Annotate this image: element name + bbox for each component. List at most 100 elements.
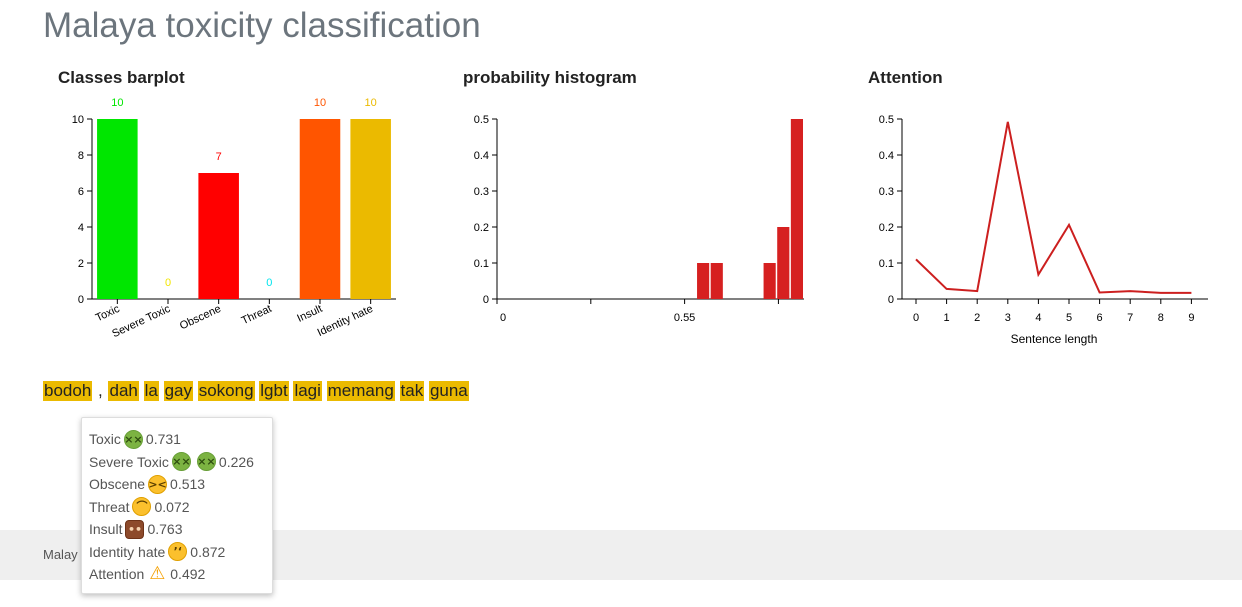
bar-y-tick-label: 6 xyxy=(78,186,84,198)
tooltip-label: Severe Toxic xyxy=(89,453,169,470)
tooltip-value: 0.513 xyxy=(170,476,206,493)
warning-icon: ⚠ xyxy=(149,563,166,585)
sentence-token[interactable]: memang xyxy=(326,381,395,401)
hist-y-tick-label: 0.3 xyxy=(474,186,489,198)
sentence-token[interactable]: gay xyxy=(163,381,193,401)
att-y-tick-label: 0 xyxy=(888,294,894,306)
sentence-token[interactable]: sokong xyxy=(197,381,255,401)
probability-histogram-title: probability histogram xyxy=(463,68,637,87)
sentence-token[interactable]: la xyxy=(143,381,159,401)
att-x-tick-label: 8 xyxy=(1158,312,1164,324)
bar-value-label: 7 xyxy=(216,151,222,163)
bar-x-tick-label: Threat xyxy=(240,303,274,327)
tooltip-label: Identity hate xyxy=(89,543,166,560)
attention-series-line xyxy=(915,121,1192,294)
hist-y-tick-label: 0.2 xyxy=(474,222,489,234)
tooltip-row-severe-toxic: Severe Toxic ×× ×× 0.226 xyxy=(89,451,272,474)
hist-y-tick-label: 0.1 xyxy=(474,258,489,270)
hist-bar xyxy=(790,119,803,299)
sentence-token[interactable]: lgbt xyxy=(259,381,289,401)
tooltip-label: Threat xyxy=(89,498,130,515)
hist-y-tick-label: 0 xyxy=(483,294,489,306)
tooltip-row-attention: Attention ⚠ 0.492 xyxy=(89,563,272,586)
att-y-tick-label: 0.4 xyxy=(879,150,894,162)
att-x-tick-label: 9 xyxy=(1188,312,1194,324)
bar-x-tick-label: Toxic xyxy=(94,303,122,325)
bar-obscene xyxy=(198,173,239,299)
bar-identity-hate xyxy=(350,119,391,299)
nauseated-face-icon: ×× xyxy=(196,452,216,472)
sentence-tokens: bodoh , dah la gay sokong lgbt lagi mema… xyxy=(43,381,469,401)
att-x-tick-label: 7 xyxy=(1127,312,1133,324)
bar-insult xyxy=(299,119,341,299)
tooltip-label: Insult xyxy=(89,521,123,538)
probability-histogram: 0 0.1 0.2 0.3 0.4 0.5 0 0.55 xyxy=(474,114,804,324)
boar-icon: •• xyxy=(125,519,145,539)
classes-barplot: 0 2 4 6 8 10 10 Toxic 0 Severe Toxic 7 Obscene 0 Thre… xyxy=(72,97,396,341)
sentence-token[interactable]: , xyxy=(98,381,103,400)
crying-face-icon: ’‘ xyxy=(168,542,188,562)
bar-x-tick-label: Insult xyxy=(295,303,324,325)
tooltip-row-toxic: Toxic ×× 0.731 xyxy=(89,428,272,451)
classes-barplot-title: Classes barplot xyxy=(58,68,185,87)
nauseated-face-icon: ×× xyxy=(171,452,191,472)
tooltip-value: 0.731 xyxy=(145,431,181,448)
hist-bar xyxy=(697,263,710,299)
hist-x-tick-label: 0 xyxy=(500,312,506,324)
att-y-tick-label: 0.1 xyxy=(879,258,894,270)
tooltip-row-insult: Insult •• 0.763 xyxy=(89,518,272,541)
tooltip-row-obscene: Obscene >< 0.513 xyxy=(89,473,272,496)
tooltip-label: Attention xyxy=(89,566,145,583)
sentence-token[interactable]: tak xyxy=(399,381,425,401)
att-x-tick-label: 5 xyxy=(1066,312,1072,324)
bar-value-label: 0 xyxy=(266,277,272,289)
hist-x-tick-label: 0.55 xyxy=(674,312,695,324)
hist-bar xyxy=(777,227,790,299)
att-x-tick-label: 0 xyxy=(913,312,919,324)
anxious-face-icon: ⌒ xyxy=(132,497,152,517)
sentence-token[interactable]: dah xyxy=(108,381,139,401)
sentence-token[interactable]: guna xyxy=(428,381,469,401)
bar-toxic xyxy=(97,119,138,299)
tooltip-value: 0.763 xyxy=(147,521,183,538)
tooltip-value: 0.492 xyxy=(170,566,206,583)
token-tooltip: Toxic ×× 0.731 Severe Toxic ×× ×× 0.226 Obscene… xyxy=(81,417,273,594)
bar-value-label: 10 xyxy=(314,97,326,109)
hist-bar xyxy=(710,263,723,299)
hist-y-tick-label: 0.5 xyxy=(474,114,489,126)
bar-value-label: 10 xyxy=(365,97,377,109)
tooltip-label: Obscene xyxy=(89,476,146,493)
bar-y-tick-label: 8 xyxy=(78,150,84,162)
tooltip-value: 0.872 xyxy=(190,543,226,560)
tooltip-value: 0.226 xyxy=(218,453,254,470)
bar-x-tick-label: Identity hate xyxy=(316,303,375,339)
att-y-tick-label: 0.2 xyxy=(879,222,894,234)
sentence-token[interactable]: lagi xyxy=(293,381,322,401)
bar-x-tick-label: Severe Toxic xyxy=(110,303,172,341)
att-x-tick-label: 6 xyxy=(1097,312,1103,324)
att-x-tick-label: 1 xyxy=(944,312,950,324)
nauseated-face-icon: ×× xyxy=(123,429,143,449)
att-x-axis-label: Sentence length xyxy=(1011,332,1098,346)
confounded-face-icon: >< xyxy=(148,474,168,494)
tooltip-row-threat: Threat ⌒ 0.072 xyxy=(89,496,272,519)
tooltip-row-identity-hate: Identity hate ’‘ 0.872 xyxy=(89,541,272,564)
bar-x-tick-label: Obscene xyxy=(178,303,223,332)
tooltip-value: 0.072 xyxy=(154,498,190,515)
bar-y-tick-label: 4 xyxy=(78,222,84,234)
att-x-tick-label: 2 xyxy=(974,312,980,324)
footer-text: Malay xyxy=(43,547,78,562)
bar-y-tick-label: 2 xyxy=(78,258,84,270)
hist-bar xyxy=(763,263,776,299)
bar-value-label: 10 xyxy=(111,97,123,109)
hist-y-tick-label: 0.4 xyxy=(474,150,489,162)
att-x-tick-label: 3 xyxy=(1005,312,1011,324)
bar-y-tick-label: 0 xyxy=(78,294,84,306)
page-title: Malaya toxicity classification xyxy=(43,6,481,45)
att-y-tick-label: 0.5 xyxy=(879,114,894,126)
tooltip-label: Toxic xyxy=(89,431,121,448)
sentence-token[interactable]: bodoh xyxy=(43,381,93,401)
bar-y-tick-label: 10 xyxy=(72,114,84,126)
attention-line-chart: 0 0.1 0.2 0.3 0.4 0.5 0 1 2 3 4 5 6 7 8 9 Sentence lengt… xyxy=(879,114,1208,346)
attention-chart-title: Attention xyxy=(868,68,943,87)
